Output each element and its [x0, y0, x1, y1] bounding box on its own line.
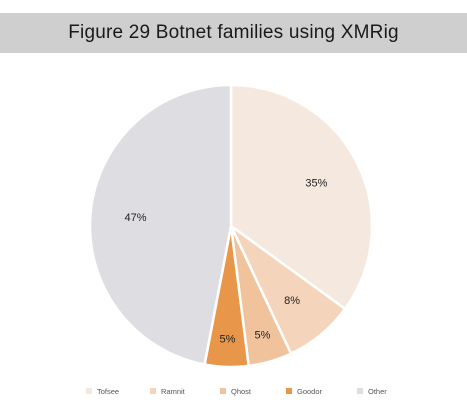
pie-label-tofsee: 35%	[305, 177, 327, 189]
chart-title: Figure 29 Botnet families using XMRig	[68, 22, 399, 43]
pie-slice-other	[88, 83, 233, 366]
legend-swatch-goodor	[286, 388, 292, 394]
legend-item-goodor: Goodor	[286, 387, 323, 396]
legend-item-tofsee: Tofsee	[86, 387, 119, 396]
pie-label-other: 47%	[125, 212, 147, 224]
legend-item-qhost: Qhost	[220, 387, 252, 396]
legend-swatch-tofsee	[86, 388, 92, 394]
legend-item-other: Other	[357, 387, 387, 396]
chart-title-bar: Figure 29 Botnet families using XMRig	[0, 13, 467, 53]
legend-label-qhost: Qhost	[231, 387, 252, 396]
legend-swatch-other	[357, 388, 363, 394]
legend-item-ramnit: Ramnit	[150, 387, 186, 396]
pie-label-qhost: 5%	[255, 329, 271, 341]
pie-slice-tofsee	[229, 83, 374, 311]
pie-label-goodor: 5%	[220, 334, 236, 346]
legend-label-tofsee: Tofsee	[97, 387, 119, 396]
legend-swatch-qhost	[220, 388, 226, 394]
pie-label-ramnit: 8%	[284, 295, 300, 307]
legend-label-other: Other	[368, 387, 387, 396]
legend-label-goodor: Goodor	[297, 387, 323, 396]
chart-legend: Tofsee Ramnit Qhost Goodor Other	[86, 387, 387, 396]
legend-swatch-ramnit	[150, 388, 156, 394]
pie-slices	[88, 83, 374, 369]
pie-value-labels: 35% 8% 5% 5% 47%	[125, 177, 328, 345]
legend-label-ramnit: Ramnit	[161, 387, 186, 396]
